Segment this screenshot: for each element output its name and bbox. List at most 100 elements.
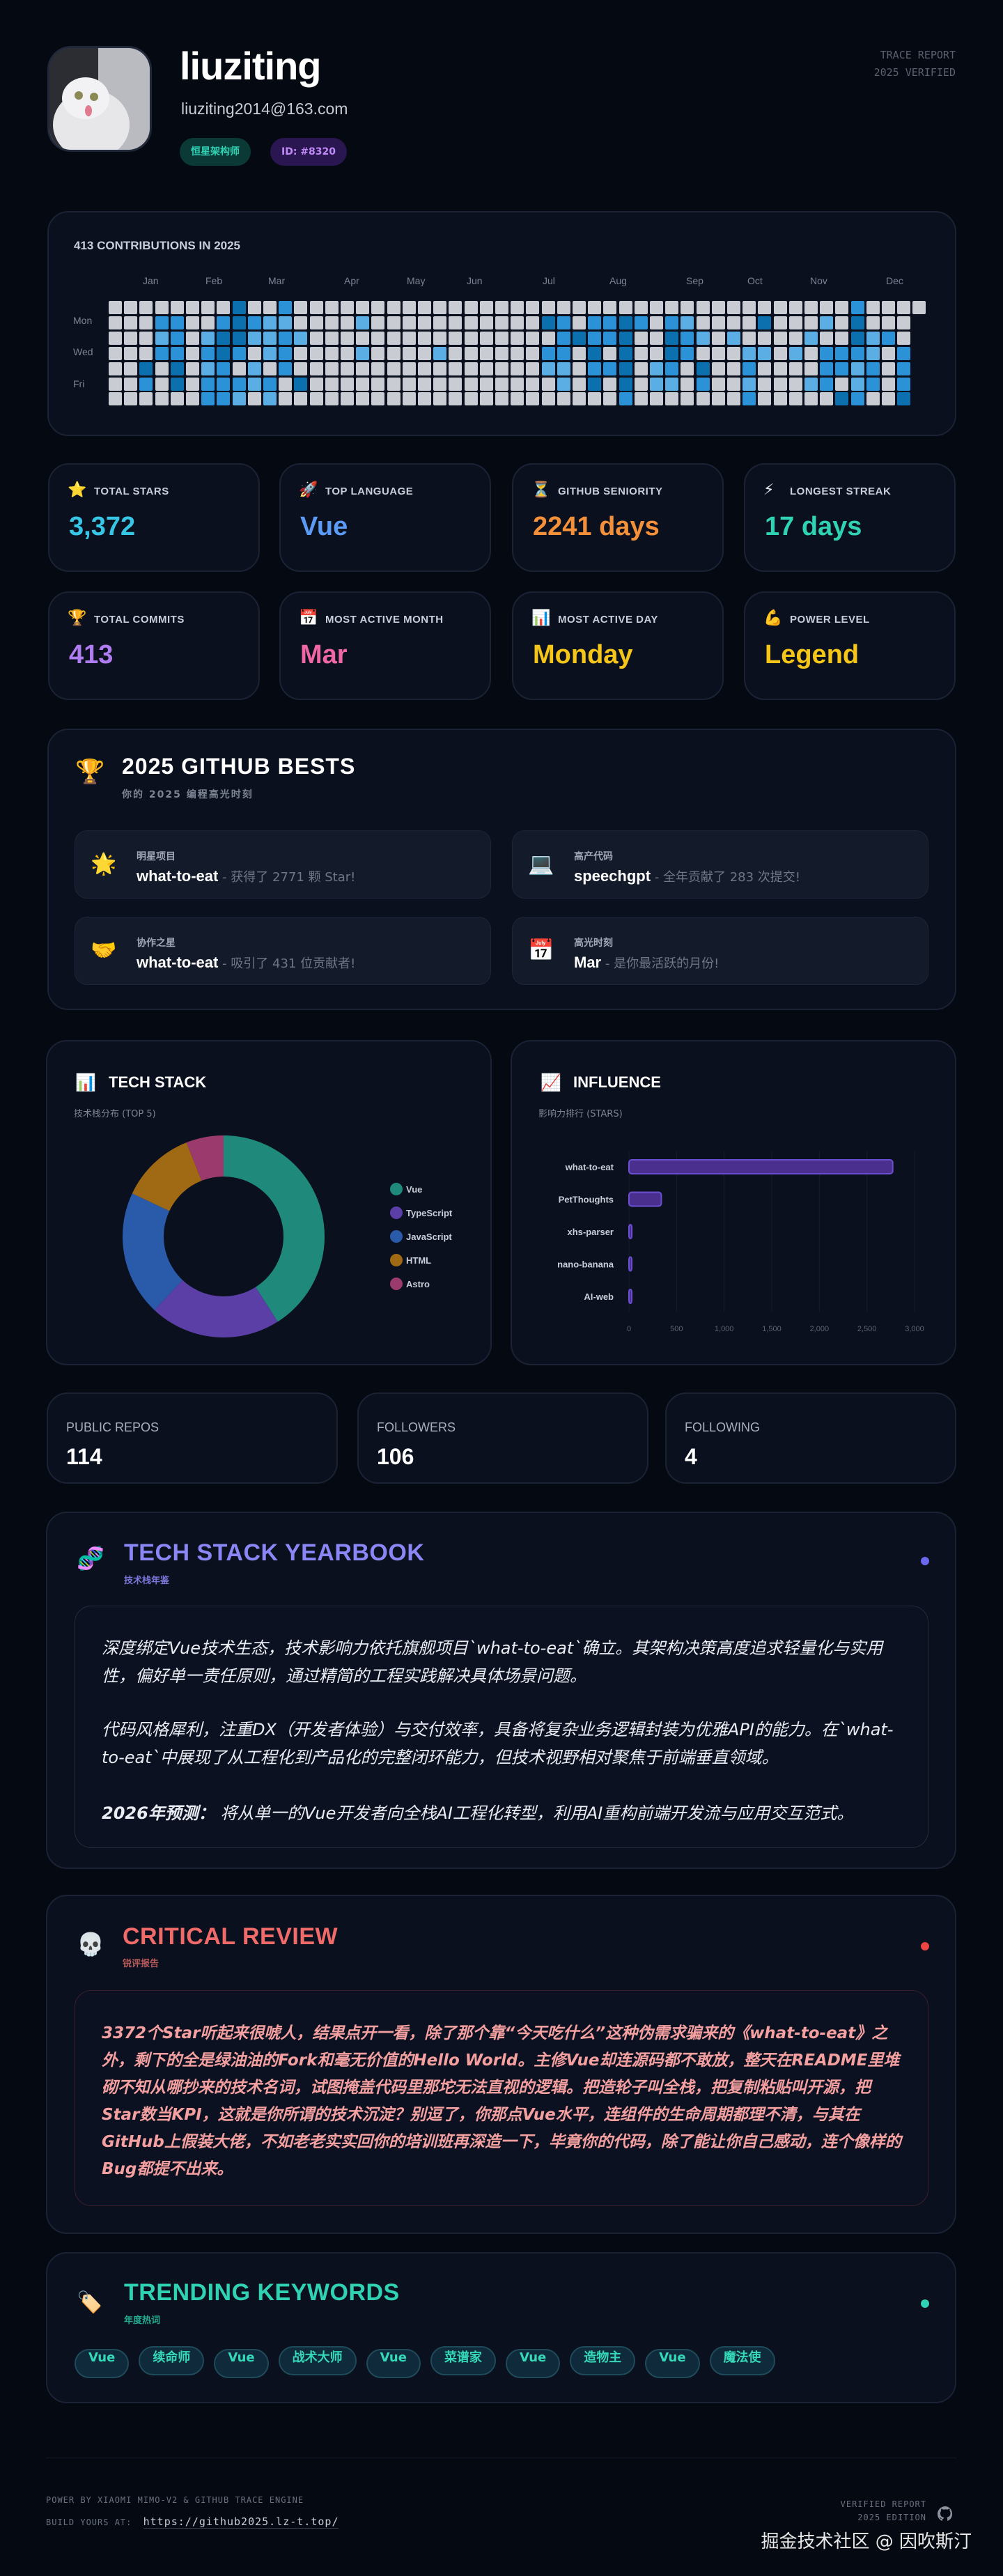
contribution-cell[interactable]	[124, 301, 138, 314]
contribution-cell[interactable]	[650, 331, 663, 345]
contribution-cell[interactable]	[402, 377, 416, 391]
contribution-cell[interactable]	[186, 377, 199, 391]
contribution-cell[interactable]	[495, 392, 508, 406]
contribution-cell[interactable]	[727, 301, 740, 314]
contribution-cell[interactable]	[124, 346, 138, 360]
contribution-cell[interactable]	[773, 362, 787, 375]
contribution-cell[interactable]	[650, 392, 663, 406]
contribution-cell[interactable]	[511, 331, 524, 345]
contribution-cell[interactable]	[479, 362, 493, 375]
contribution-cell[interactable]	[727, 316, 740, 329]
contribution-cell[interactable]	[773, 301, 787, 314]
contribution-cell[interactable]	[201, 331, 215, 345]
contribution-cell[interactable]	[820, 346, 834, 360]
keyword-chip[interactable]: 战术大师	[278, 2346, 357, 2375]
contribution-cell[interactable]	[603, 301, 617, 314]
contribution-cell[interactable]	[573, 301, 586, 314]
contribution-cell[interactable]	[170, 346, 184, 360]
contribution-cell[interactable]	[820, 362, 834, 375]
contribution-cell[interactable]	[773, 316, 787, 329]
contribution-cell[interactable]	[309, 392, 323, 406]
contribution-cell[interactable]	[155, 377, 169, 391]
contribution-cell[interactable]	[850, 392, 864, 406]
contribution-cell[interactable]	[788, 331, 802, 345]
contribution-cell[interactable]	[449, 331, 462, 345]
contribution-cell[interactable]	[665, 377, 679, 391]
contribution-cell[interactable]	[711, 392, 725, 406]
contribution-cell[interactable]	[573, 316, 586, 329]
contribution-cell[interactable]	[418, 346, 431, 360]
contribution-cell[interactable]	[309, 377, 323, 391]
contribution-cell[interactable]	[186, 346, 199, 360]
contribution-cell[interactable]	[325, 331, 339, 345]
contribution-cell[interactable]	[711, 346, 725, 360]
contribution-cell[interactable]	[711, 301, 725, 314]
contribution-cell[interactable]	[804, 301, 818, 314]
contribution-cell[interactable]	[294, 301, 308, 314]
contribution-cell[interactable]	[665, 316, 679, 329]
contribution-cell[interactable]	[665, 301, 679, 314]
contribution-cell[interactable]	[356, 331, 370, 345]
contribution-cell[interactable]	[433, 301, 447, 314]
contribution-cell[interactable]	[897, 377, 911, 391]
contribution-cell[interactable]	[217, 346, 231, 360]
contribution-cell[interactable]	[279, 362, 293, 375]
contribution-cell[interactable]	[217, 377, 231, 391]
contribution-cell[interactable]	[573, 362, 586, 375]
contribution-cell[interactable]	[650, 316, 663, 329]
contribution-cell[interactable]	[402, 362, 416, 375]
contribution-cell[interactable]	[402, 331, 416, 345]
contribution-cell[interactable]	[866, 362, 880, 375]
contribution-cell[interactable]	[541, 377, 555, 391]
contribution-cell[interactable]	[371, 362, 385, 375]
contribution-cell[interactable]	[201, 316, 215, 329]
contribution-cell[interactable]	[573, 331, 586, 345]
contribution-cell[interactable]	[541, 392, 555, 406]
contribution-cell[interactable]	[526, 377, 540, 391]
contribution-cell[interactable]	[201, 377, 215, 391]
contribution-cell[interactable]	[109, 301, 122, 314]
contribution-cell[interactable]	[356, 392, 370, 406]
bar-xhs-parser[interactable]	[628, 1224, 633, 1239]
contribution-cell[interactable]	[573, 377, 586, 391]
keyword-chip[interactable]: Vue	[214, 2349, 269, 2378]
contribution-cell[interactable]	[696, 346, 710, 360]
contribution-cell[interactable]	[541, 331, 555, 345]
contribution-cell[interactable]	[727, 392, 740, 406]
contribution-cell[interactable]	[758, 331, 772, 345]
contribution-cell[interactable]	[217, 362, 231, 375]
keyword-chip[interactable]: Vue	[505, 2349, 561, 2378]
contribution-cell[interactable]	[247, 316, 261, 329]
contribution-cell[interactable]	[588, 392, 602, 406]
contribution-cell[interactable]	[325, 346, 339, 360]
keyword-chip[interactable]: Vue	[366, 2349, 421, 2378]
contribution-cell[interactable]	[402, 301, 416, 314]
contribution-cell[interactable]	[155, 362, 169, 375]
bar-PetThoughts[interactable]	[628, 1191, 662, 1207]
contribution-cell[interactable]	[912, 301, 926, 314]
contribution-cell[interactable]	[820, 316, 834, 329]
contribution-cell[interactable]	[109, 346, 122, 360]
contribution-cell[interactable]	[634, 301, 648, 314]
contribution-cell[interactable]	[232, 316, 246, 329]
contribution-cell[interactable]	[356, 301, 370, 314]
contribution-cell[interactable]	[541, 316, 555, 329]
contribution-cell[interactable]	[557, 392, 570, 406]
contribution-cell[interactable]	[309, 331, 323, 345]
keyword-chip[interactable]: Vue	[645, 2349, 700, 2378]
donut-slice-astro[interactable]	[186, 1135, 224, 1181]
contribution-cell[interactable]	[402, 316, 416, 329]
contribution-cell[interactable]	[341, 301, 354, 314]
contribution-cell[interactable]	[897, 331, 911, 345]
contribution-cell[interactable]	[294, 346, 308, 360]
contribution-cell[interactable]	[155, 316, 169, 329]
contribution-cell[interactable]	[573, 392, 586, 406]
contribution-cell[interactable]	[232, 362, 246, 375]
contribution-cell[interactable]	[418, 392, 431, 406]
contribution-cell[interactable]	[541, 362, 555, 375]
contribution-cell[interactable]	[804, 316, 818, 329]
contribution-cell[interactable]	[464, 301, 478, 314]
contribution-cell[interactable]	[541, 301, 555, 314]
contribution-cell[interactable]	[681, 377, 694, 391]
best-item[interactable]: 📅 高光时刻 Mar - 是你最活跃的月份!	[512, 917, 928, 985]
